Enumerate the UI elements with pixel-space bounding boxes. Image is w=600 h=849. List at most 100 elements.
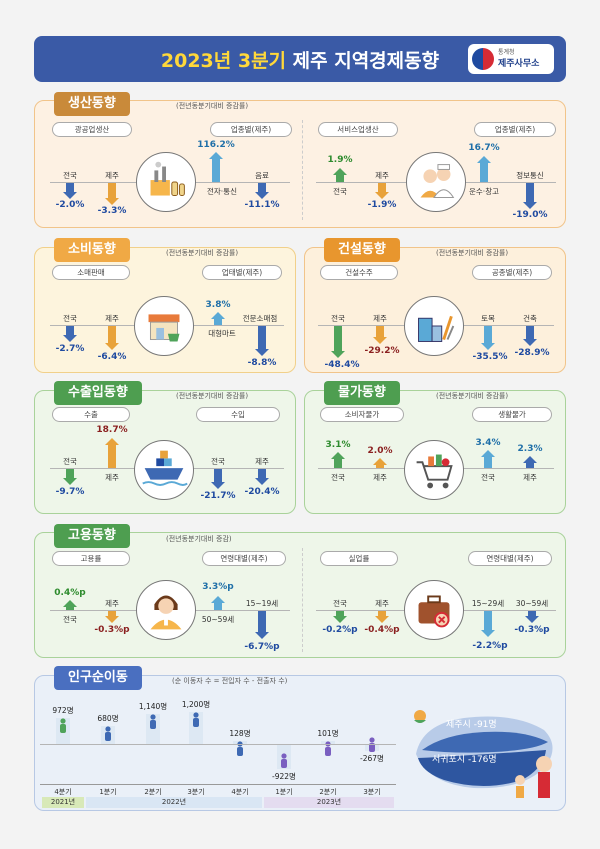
mining-pill: 광공업생산 xyxy=(52,122,132,137)
construction-note: (전년동분기대비 증감률) xyxy=(436,249,509,257)
import-nat-label: 전국 xyxy=(211,457,225,466)
title-year: 2023년 3분기 xyxy=(160,50,287,72)
transport-label: 운수·창고 xyxy=(469,187,499,196)
unemp-youth-arrow xyxy=(481,611,495,637)
mining-nat-label: 전국 xyxy=(63,171,77,180)
living-jeju-label: 제주 xyxy=(523,473,537,482)
ict-value: -19.0% xyxy=(512,210,548,220)
electronics-label: 전자·통신 xyxy=(207,187,237,196)
import-nat-arrow xyxy=(211,469,225,489)
production-badge: 생산동향 xyxy=(54,92,130,116)
jeju-island-map-icon xyxy=(414,710,553,798)
emp-circle xyxy=(136,580,196,640)
year-2022: 2022년 xyxy=(86,797,262,808)
store-icon xyxy=(148,314,180,342)
living-nat-value: 3.4% xyxy=(475,438,501,448)
emp-teen-label: 15~19세 xyxy=(245,599,279,608)
population-quarter-line xyxy=(40,784,396,785)
orders-jeju-value: -29.2% xyxy=(364,346,400,356)
cpi-jeju-label: 제주 xyxy=(373,473,387,482)
import-jeju-label: 제주 xyxy=(255,457,269,466)
service-nat-label: 전국 xyxy=(333,187,347,196)
cpi-nat-value: 3.1% xyxy=(325,440,351,450)
price-note: (전년동분기대비 증감률) xyxy=(436,392,509,400)
emp-pill: 고용률 xyxy=(52,551,130,566)
ict-arrow xyxy=(523,183,537,209)
building-value: -28.9% xyxy=(514,348,550,358)
production-divider xyxy=(302,120,303,220)
service-jeju-value: -1.9% xyxy=(367,200,397,210)
export-pill: 수출 xyxy=(52,407,130,422)
emp-age-pill: 연령대별(제주) xyxy=(202,551,286,566)
mart-label: 대형마트 xyxy=(208,329,236,338)
trade-badge: 수출입동향 xyxy=(54,381,142,405)
unemp-circle xyxy=(404,580,464,640)
service-nat-value: 1.9% xyxy=(327,155,353,165)
mining-jeju-label: 제주 xyxy=(105,171,119,180)
emp-nat-value: 0.4%p xyxy=(54,588,86,598)
cpi-pill: 소비자물가 xyxy=(320,407,404,422)
unemp-nat-arrow xyxy=(333,611,347,623)
retail-jeju-arrow xyxy=(105,326,119,350)
seogwipo-city-label: 서귀포시 -176명 xyxy=(432,755,497,765)
cpi-nat-arrow xyxy=(331,452,345,468)
construction-circle xyxy=(404,296,464,356)
production-panel xyxy=(34,100,566,228)
service-jeju-label: 제주 xyxy=(375,171,389,180)
mart-arrow xyxy=(211,312,225,325)
export-nat-arrow xyxy=(63,469,77,485)
org-name-label: 제주사무소 xyxy=(498,59,540,69)
unemp-youth-label: 15~29세 xyxy=(471,599,505,608)
orders-type-pill: 공종별(제주) xyxy=(472,265,552,280)
transport-arrow xyxy=(477,156,491,182)
orders-pill: 건설수주 xyxy=(320,265,398,280)
unemp-mid-arrow xyxy=(525,611,539,623)
cpi-jeju-arrow xyxy=(373,458,387,468)
beverage-arrow xyxy=(255,183,269,199)
factory-icon xyxy=(150,161,185,197)
unemp-nat-value: -0.2%p xyxy=(322,625,358,635)
living-jeju-arrow xyxy=(523,456,537,468)
emp-teen-arrow xyxy=(255,611,269,639)
cpi-nat-label: 전국 xyxy=(331,473,345,482)
unemp-nat-label: 전국 xyxy=(333,599,347,608)
import-jeju-arrow xyxy=(255,469,269,485)
emp-teen-value: -6.7%p xyxy=(244,642,280,652)
emp-50s-value: 3.3%p xyxy=(202,582,234,592)
employment-badge: 고용동향 xyxy=(54,524,130,548)
population-zero-line xyxy=(40,744,396,745)
unemp-jeju-label: 제주 xyxy=(375,599,389,608)
consumption-note: (전년동분기대비 증감률) xyxy=(166,249,239,257)
worker-icon xyxy=(150,595,182,630)
retail-jeju-value: -6.4% xyxy=(97,352,127,362)
living-nat-arrow xyxy=(481,450,495,468)
trade-note: (전년동분기대비 증감률) xyxy=(176,392,249,400)
production-note: (전년동분기대비 증감률) xyxy=(176,102,249,110)
briefcase-icon xyxy=(418,595,450,628)
employment-note: (전년동분기대비 증감) xyxy=(166,535,232,543)
mining-industry-pill: 업종별(제주) xyxy=(210,122,292,137)
consumption-badge: 소비동향 xyxy=(54,238,130,262)
mining-nat-arrow xyxy=(63,183,77,199)
import-nat-value: -21.7% xyxy=(200,491,236,501)
taeguk-logo-icon xyxy=(472,48,494,70)
mining-jeju-arrow xyxy=(105,183,119,205)
unemp-jeju-value: -0.4%p xyxy=(364,625,400,635)
export-nat-value: -9.7% xyxy=(55,487,85,497)
mining-circle xyxy=(136,152,196,212)
unemp-mid-value: -0.3%p xyxy=(514,625,550,635)
service-workers-icon xyxy=(420,164,455,198)
trade-circle xyxy=(134,440,194,500)
jeju-city-label: 제주시 -91명 xyxy=(446,720,497,730)
orders-nat-value: -48.4% xyxy=(324,360,360,370)
emp-jeju-arrow xyxy=(105,611,119,623)
title-text: 제주 지역경제동향 xyxy=(286,50,440,72)
orders-nat-arrow xyxy=(331,326,345,358)
emp-jeju-value: -0.3%p xyxy=(94,625,130,635)
shopping-cart-icon xyxy=(416,454,453,489)
civil-arrow xyxy=(481,326,495,350)
emp-jeju-label: 제주 xyxy=(105,599,119,608)
retail-nat-value: -2.7% xyxy=(55,344,85,354)
emp-50s-arrow xyxy=(211,596,225,610)
page-title: 2023년 3분기 제주 지역경제동향 xyxy=(34,46,566,73)
